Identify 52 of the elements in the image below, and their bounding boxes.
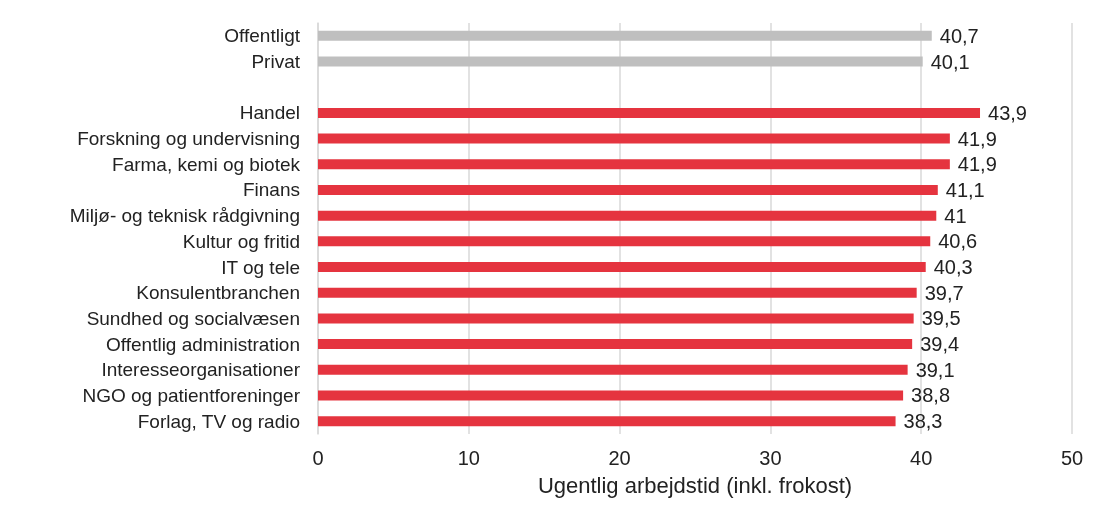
data-label: 39,5: [921, 307, 961, 330]
data-label: 40,6: [938, 230, 978, 253]
x-tick-label: 50: [1060, 447, 1084, 469]
bar: [318, 236, 931, 247]
y-tick-label: Privat: [251, 51, 301, 73]
y-tick-label: Offentlig administration: [106, 333, 300, 355]
data-label: 38,8: [911, 384, 951, 407]
bar: [318, 339, 913, 350]
bar: [318, 133, 950, 144]
bar: [318, 287, 917, 298]
bar: [318, 416, 896, 427]
y-tick-label: Sundhed og socialvæsen: [86, 307, 300, 329]
x-tick-label: 0: [312, 447, 324, 469]
y-tick-label: Forlag, TV og radio: [137, 410, 300, 432]
x-tick-label: 40: [910, 447, 933, 469]
y-tick-label: NGO og patientforeninger: [82, 384, 301, 406]
data-label: 39,7: [924, 281, 964, 304]
y-tick-label: Interesseorganisationer: [101, 359, 301, 381]
bar: [318, 107, 981, 118]
x-tick-label: 20: [608, 447, 631, 469]
y-tick-label: Kultur og fritid: [182, 230, 300, 252]
y-tick-label: Miljø- og teknisk rådgivning: [69, 205, 300, 227]
y-tick-label: Finans: [242, 179, 300, 201]
y-tick-label: Konsulentbranchen: [136, 282, 300, 304]
y-tick-label: Farma, kemi og biotek: [112, 153, 301, 175]
data-label: 40,7: [939, 24, 979, 47]
bar: [318, 56, 923, 67]
bar: [318, 30, 932, 41]
bar: [318, 390, 904, 401]
data-label: 40,3: [933, 256, 973, 279]
bar: [318, 313, 914, 324]
data-label: 41,9: [957, 127, 997, 150]
data-label: 43,9: [988, 101, 1027, 124]
data-label: 38,3: [903, 410, 943, 433]
data-label: 41: [944, 204, 967, 227]
y-tick-label: IT og tele: [221, 256, 300, 278]
data-label: 40,1: [930, 50, 970, 73]
x-tick-label: 30: [759, 447, 782, 469]
data-label: 39,1: [915, 358, 955, 381]
data-label: 41,1: [945, 178, 985, 201]
bar: [318, 364, 908, 375]
data-label: 41,9: [957, 153, 997, 176]
bar: [318, 184, 938, 195]
data-label: 39,4: [920, 333, 960, 356]
x-axis-title: Ugentlig arbejdstid (inkl. frokost): [537, 472, 853, 498]
x-tick-label: 10: [457, 447, 480, 469]
y-tick-label: Offentligt: [224, 25, 301, 47]
y-tick-label: Forskning og undervisning: [77, 128, 300, 150]
bar: [318, 262, 926, 273]
y-tick-label: Handel: [239, 102, 300, 124]
bar: [318, 159, 950, 170]
bar: [318, 210, 937, 221]
